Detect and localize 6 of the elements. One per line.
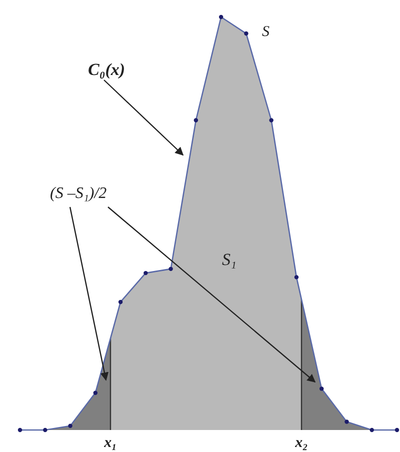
annotation: (S –S₁)/2 <box>50 185 107 202</box>
text: x₁ <box>103 435 117 451</box>
annotation: S <box>262 24 270 40</box>
text: x₂ <box>294 435 308 451</box>
annotation: S₁ <box>222 250 236 269</box>
annotation: C₀(x) <box>88 60 126 79</box>
